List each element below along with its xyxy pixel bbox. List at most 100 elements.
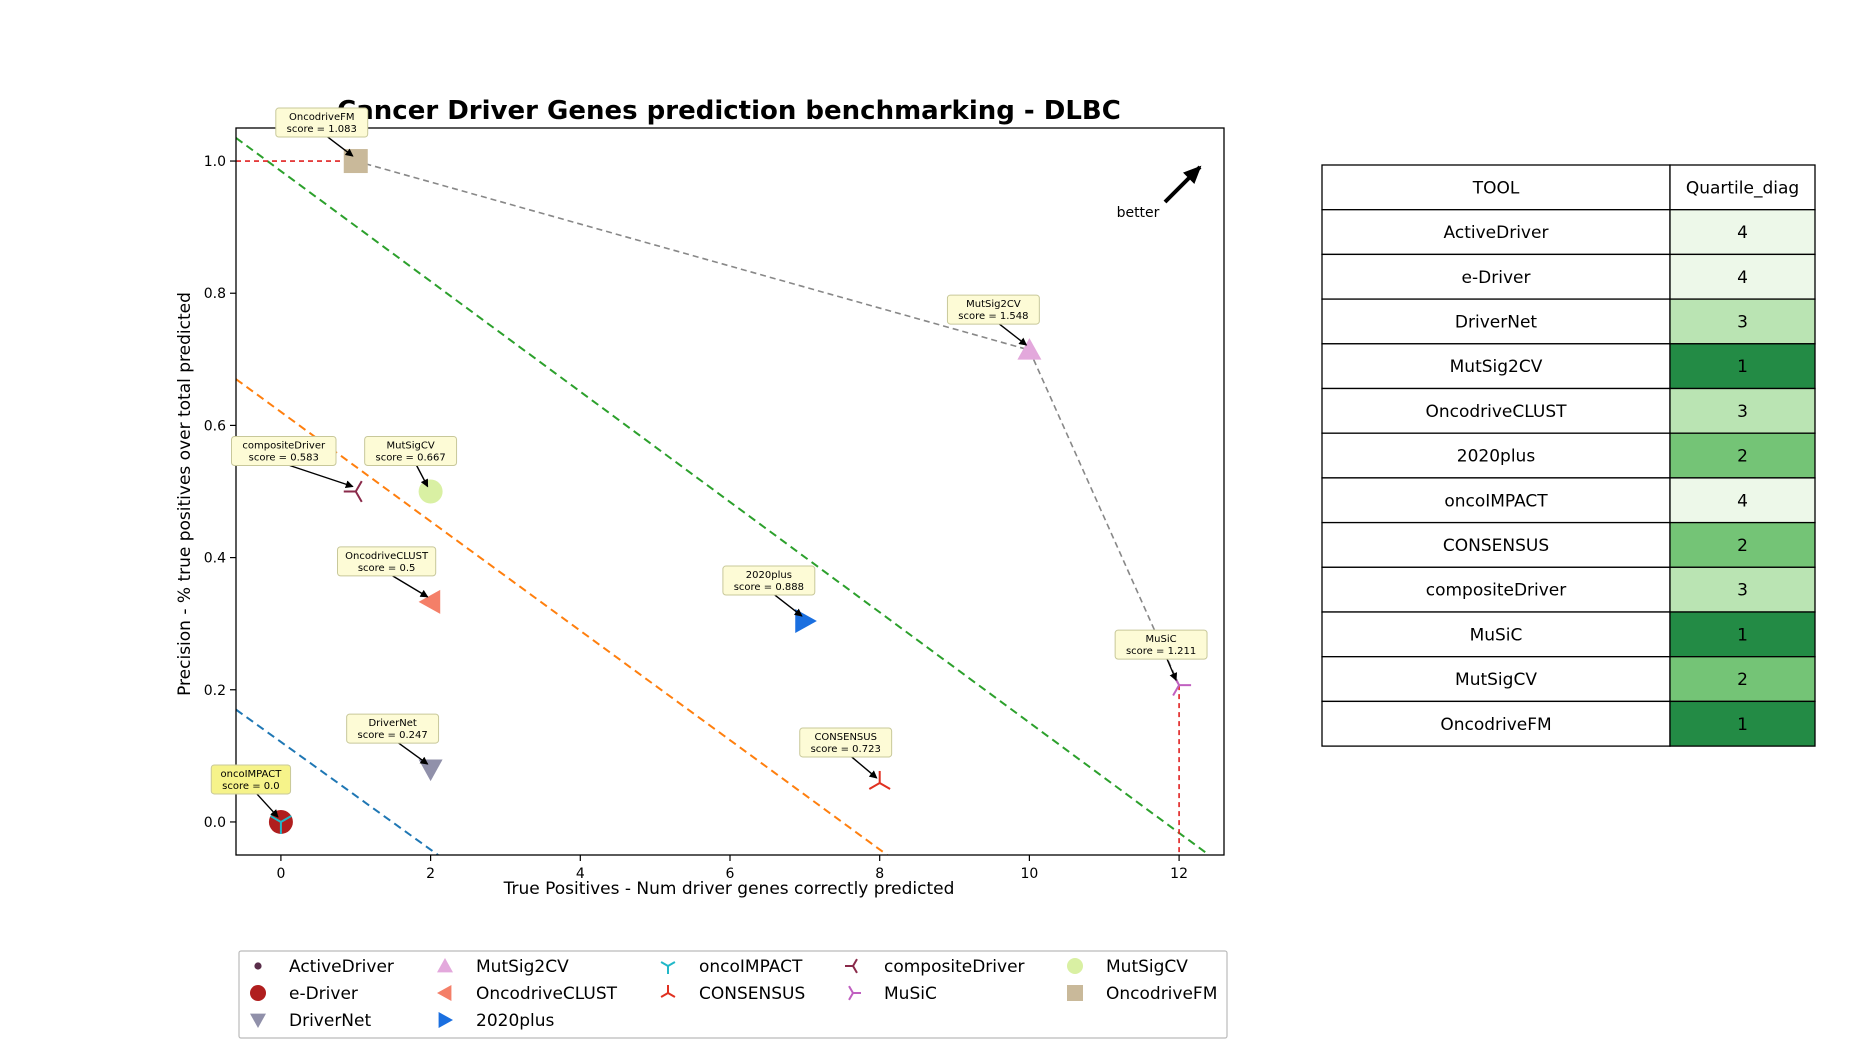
legend-marker-oncodrivefm-shape bbox=[1067, 985, 1083, 1001]
annotation-line2: score = 1.211 bbox=[1126, 646, 1196, 657]
point-mutsig2cv bbox=[1017, 338, 1042, 360]
legend-entry-activedriver: ActiveDriver bbox=[254, 957, 394, 977]
annotation-box bbox=[364, 436, 458, 466]
table-cell-tool: compositeDriver bbox=[1426, 581, 1567, 601]
legend-label-music: MuSiC bbox=[884, 984, 937, 1004]
legend-entry-consensus: CONSENSUS bbox=[660, 984, 805, 1004]
annotation-line2: score = 0.0 bbox=[222, 781, 280, 792]
table-cell-quartile-bg bbox=[1669, 209, 1816, 256]
axis-ticks: 0 2 4 6 8 10 12 0.0 0.2 0.4 0.6 0.8 1.0 bbox=[204, 154, 1188, 882]
quartile-line-2 bbox=[236, 378, 888, 855]
legend-entry-oncoimpact: oncoIMPACT bbox=[660, 957, 803, 977]
table-cell-tool-bg bbox=[1321, 343, 1671, 390]
table-cell-tool: oncoIMPACT bbox=[1444, 491, 1548, 511]
annotation-line1: MutSigCV bbox=[387, 441, 435, 452]
annotation-box bbox=[799, 727, 893, 758]
annotation-arrow bbox=[398, 742, 429, 765]
table-row: ActiveDriver 4 bbox=[1321, 209, 1816, 256]
table-row: OncodriveFM 1 bbox=[1321, 700, 1816, 747]
legend-marker-mutsig2cv-shape bbox=[437, 958, 453, 973]
point-mutsig2cv-shape bbox=[1017, 338, 1042, 360]
table-cell-tool-bg bbox=[1321, 566, 1671, 613]
x-tick-label: 10 bbox=[1020, 866, 1038, 882]
table-cell-quartile-bg bbox=[1669, 611, 1816, 658]
legend-label-oncodrivefm: OncodriveFM bbox=[1106, 984, 1217, 1004]
legend-marker-consensus bbox=[660, 985, 676, 998]
table-cell-tool: OncodriveCLUST bbox=[1425, 402, 1567, 422]
table-header-tool: TOOL bbox=[1472, 178, 1520, 198]
legend-label-consensus: CONSENSUS bbox=[699, 984, 805, 1004]
table-cell-tool: MutSig2CV bbox=[1450, 357, 1543, 377]
legend-marker-oncodriveclust bbox=[437, 985, 452, 1001]
table-cell-tool-bg bbox=[1321, 477, 1671, 524]
point-mutsigcv bbox=[418, 479, 443, 504]
table-header-cell bbox=[1669, 164, 1816, 211]
table-cell-tool-bg bbox=[1321, 298, 1671, 345]
legend-marker-compositedriver bbox=[845, 958, 858, 974]
annotation-arrow bbox=[1166, 658, 1178, 682]
table-cell-quartile-bg bbox=[1669, 343, 1816, 390]
table-cell-tool: e-Driver bbox=[1462, 268, 1531, 288]
legend-entry-compositedriver: compositeDriver bbox=[845, 957, 1025, 977]
legend-entry-drivernet: DriverNet bbox=[250, 1011, 371, 1031]
legend-entry-oncodrivefm: OncodriveFM bbox=[1067, 984, 1217, 1004]
data-points bbox=[268, 149, 1192, 834]
legend-frame bbox=[238, 950, 1228, 1039]
table-cell-tool: MutSigCV bbox=[1455, 670, 1537, 690]
legend-marker-activedriver-shape bbox=[254, 962, 262, 970]
legend-marker-2020plus bbox=[438, 1012, 453, 1028]
annotation-box bbox=[722, 565, 816, 596]
annotation-box bbox=[346, 713, 440, 744]
legend-marker-music bbox=[848, 985, 861, 1001]
y-tick-label: 0.8 bbox=[204, 286, 226, 302]
annotation-arrow bbox=[392, 575, 429, 598]
point-oncodriveclust bbox=[418, 589, 441, 614]
annotation-box bbox=[231, 436, 337, 466]
y-axis-label: Precision - % true positives over total … bbox=[175, 292, 195, 696]
table-row: MuSiC 1 bbox=[1321, 611, 1816, 658]
legend-marker-music-arm bbox=[848, 992, 854, 1001]
legend-entry-2020plus: 2020plus bbox=[438, 1011, 555, 1031]
legend-entry-mutsig2cv: MutSig2CV bbox=[437, 957, 569, 977]
legend-marker-oncoimpact-arm bbox=[660, 961, 669, 967]
annotation-line2: score = 0.667 bbox=[375, 453, 445, 464]
annotation-box bbox=[946, 294, 1040, 325]
point-drivernet-shape bbox=[418, 759, 443, 782]
annotation-line2: score = 0.583 bbox=[249, 453, 319, 464]
table-row: DriverNet 3 bbox=[1321, 298, 1816, 345]
legend-marker-drivernet bbox=[250, 1013, 266, 1028]
table-row: oncoIMPACT 4 bbox=[1321, 477, 1816, 524]
better-label: better bbox=[1117, 205, 1160, 221]
legend-marker-compositedriver-arm bbox=[852, 965, 858, 974]
x-tick-label: 4 bbox=[576, 866, 585, 882]
annotation-line1: compositeDriver bbox=[242, 441, 326, 452]
point-music-arm bbox=[1172, 684, 1180, 697]
legend-marker-2020plus-shape bbox=[438, 1012, 453, 1028]
point-drivernet bbox=[418, 759, 443, 782]
annotation-line1: MutSig2CV bbox=[966, 299, 1021, 310]
legend-marker-compositedriver-arm bbox=[852, 958, 858, 967]
table-cell-quartile: 2 bbox=[1737, 536, 1748, 556]
legend-entry-oncodriveclust: OncodriveCLUST bbox=[437, 984, 618, 1004]
table-row: CONSENSUS 2 bbox=[1321, 521, 1816, 568]
table-row: MutSigCV 2 bbox=[1321, 656, 1816, 703]
table-cell-quartile-bg bbox=[1669, 566, 1816, 613]
annotation-line1: OncodriveCLUST bbox=[345, 551, 429, 562]
better-arrow bbox=[1163, 165, 1202, 204]
table-cell-tool: ActiveDriver bbox=[1444, 223, 1549, 243]
legend-marker-consensus-arm bbox=[667, 992, 676, 998]
legend-marker-mutsig2cv bbox=[437, 958, 453, 973]
table-cell-quartile: 2 bbox=[1737, 670, 1748, 690]
legend-label-mutsigcv: MutSigCV bbox=[1106, 957, 1188, 977]
annotation-line1: DriverNet bbox=[368, 718, 416, 729]
table-cell-quartile: 4 bbox=[1737, 223, 1748, 243]
legend-label-oncodriveclust: OncodriveCLUST bbox=[476, 984, 618, 1004]
legend-marker-oncodriveclust-shape bbox=[437, 985, 452, 1001]
